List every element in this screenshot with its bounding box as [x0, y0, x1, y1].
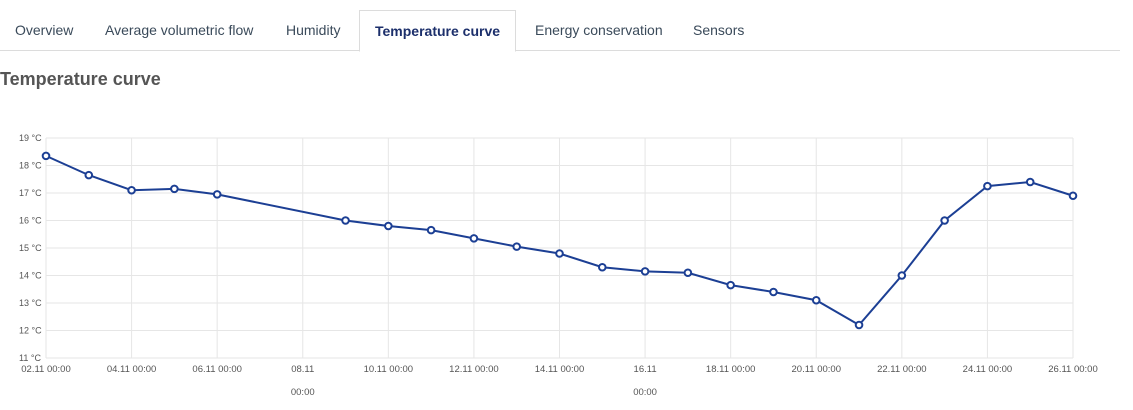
x-tick-label: 14.11 00:00 [535, 364, 584, 375]
tab-bar: Overview Average volumetric flow Humidit… [0, 10, 1120, 52]
page-title: Temperature curve [0, 69, 161, 89]
tab-humidity[interactable]: Humidity [286, 22, 341, 38]
data-point[interactable] [341, 216, 350, 225]
data-point[interactable] [683, 268, 693, 278]
x-tick-label: 04.11 00:00 [107, 364, 156, 375]
temperature-chart: 11 °C 12 °C 13 °C 14 °C 15 °C 16 °C 17 °C 18 °C… [19, 133, 1098, 398]
data-point[interactable] [84, 170, 94, 180]
tab-energy-conservation[interactable]: Energy conservation [535, 22, 663, 38]
data-point[interactable] [555, 249, 564, 258]
x-tick-label: 08.11 00:00 [291, 364, 315, 398]
chart-grid [45, 137, 1074, 359]
x-tick-label: 12.11 00:00 [449, 364, 498, 375]
y-tick-label: 11 °C [19, 353, 41, 363]
data-point[interactable] [1068, 191, 1078, 201]
tab-temperature-curve[interactable]: Temperature curve [359, 10, 517, 52]
data-point[interactable] [212, 190, 222, 199]
x-axis-labels: 02.11 00:00 04.11 00:00 06.11 00:00 08.11 00… [21, 364, 1097, 398]
y-tick-label: 19 °C [19, 133, 42, 143]
y-tick-label: 18 °C [19, 161, 42, 171]
x-tick-label: 20.11 00:00 [792, 364, 841, 375]
data-point[interactable] [769, 287, 778, 297]
data-point[interactable] [811, 295, 821, 305]
data-point[interactable] [170, 184, 179, 194]
tab-overview[interactable]: Overview [15, 22, 74, 38]
x-tick-label: 18.11 00:00 [706, 364, 755, 375]
x-tick-label: 22.11 00:00 [877, 364, 926, 375]
tab-average-volumetric-flow[interactable]: Average volumetric flow [105, 22, 254, 38]
data-point[interactable] [426, 225, 436, 235]
y-tick-label: 13 °C [19, 298, 42, 308]
data-point[interactable] [41, 151, 51, 161]
data-point[interactable] [854, 320, 864, 330]
data-point[interactable] [384, 221, 393, 231]
x-tick-label: 26.11 00:00 [1048, 364, 1097, 375]
data-point[interactable] [726, 280, 735, 290]
data-point[interactable] [597, 262, 607, 272]
y-tick-label: 15 °C [19, 243, 42, 253]
y-tick-label: 12 °C [19, 326, 42, 336]
x-tick-label: 06.11 00:00 [192, 364, 241, 375]
tab-sensors[interactable]: Sensors [693, 22, 745, 38]
data-point[interactable] [512, 242, 522, 251]
y-axis-labels: 11 °C 12 °C 13 °C 14 °C 15 °C 16 °C 17 °C 18 °C… [19, 133, 42, 363]
x-tick-label: 10.11 00:00 [364, 364, 413, 375]
y-tick-label: 14 °C [19, 271, 42, 281]
x-tick-label: 24.11 00:00 [963, 364, 1012, 375]
data-point[interactable] [897, 271, 907, 280]
y-tick-label: 16 °C [19, 216, 42, 226]
data-point[interactable] [1025, 177, 1035, 187]
x-tick-label: 02.11 00:00 [21, 364, 70, 375]
data-point[interactable] [983, 181, 992, 191]
data-point[interactable] [940, 216, 949, 225]
x-tick-label: 16.11 00:00 [633, 364, 657, 398]
data-point[interactable] [469, 234, 479, 243]
data-point[interactable] [640, 267, 650, 276]
chart-series [41, 151, 1078, 330]
y-tick-label: 17 °C [19, 188, 42, 198]
data-point[interactable] [127, 185, 136, 195]
